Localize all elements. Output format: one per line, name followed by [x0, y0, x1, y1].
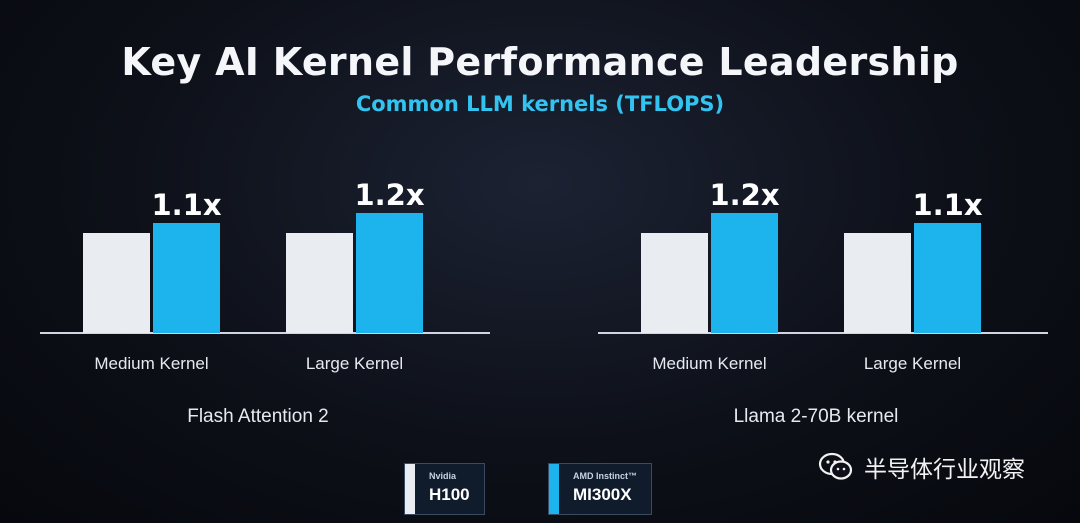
data-label-speedup: 1.2x	[354, 178, 424, 212]
legend-item-nvidia: Nvidia H100	[404, 463, 485, 515]
bar-mi300x-medium	[153, 223, 220, 333]
legend-item-amd: AMD Instinct™ MI300X	[548, 463, 652, 515]
bar-mi300x-large	[914, 223, 981, 333]
chart-flash-attention: 1.1x Medium Kernel 1.2x Large Kernel Flash A…	[40, 178, 490, 427]
category-label: Large Kernel	[864, 354, 961, 373]
wechat-icon	[818, 452, 853, 480]
data-label-speedup: 1.2x	[709, 178, 779, 212]
legend-swatch-amd	[549, 464, 559, 514]
bar-h100-medium	[641, 233, 708, 333]
x-axis-label: Llama 2-70B kernel	[734, 406, 899, 427]
legend-product-h100: H100	[429, 484, 470, 504]
x-axis-label: Flash Attention 2	[187, 406, 329, 427]
bar-h100-large	[286, 233, 353, 333]
slide-subtitle: Common LLM kernels (TFLOPS)	[355, 92, 725, 116]
bar-h100-large	[844, 233, 911, 333]
category-label: Medium Kernel	[94, 354, 208, 373]
category-label: Large Kernel	[306, 354, 403, 373]
legend-vendor-nvidia: Nvidia	[429, 471, 457, 481]
watermark: 半导体行业观察	[818, 450, 1025, 484]
bar-mi300x-large	[356, 213, 423, 333]
legend-product-mi300x: MI300X	[573, 484, 632, 504]
legend-vendor-amd: AMD Instinct™	[573, 471, 637, 481]
slide-title: Key AI Kernel Performance Leadership	[121, 40, 959, 84]
bar-h100-medium	[83, 233, 150, 333]
category-label: Medium Kernel	[652, 354, 766, 373]
watermark-text: 半导体行业观察	[864, 457, 1025, 483]
legend-swatch-nvidia	[405, 464, 415, 514]
chart-llama-kernel: 1.2x Medium Kernel 1.1x Large Kernel Llama 2…	[598, 178, 1048, 427]
data-label-speedup: 1.1x	[151, 188, 221, 222]
data-label-speedup: 1.1x	[912, 188, 982, 222]
bar-mi300x-medium	[711, 213, 778, 333]
